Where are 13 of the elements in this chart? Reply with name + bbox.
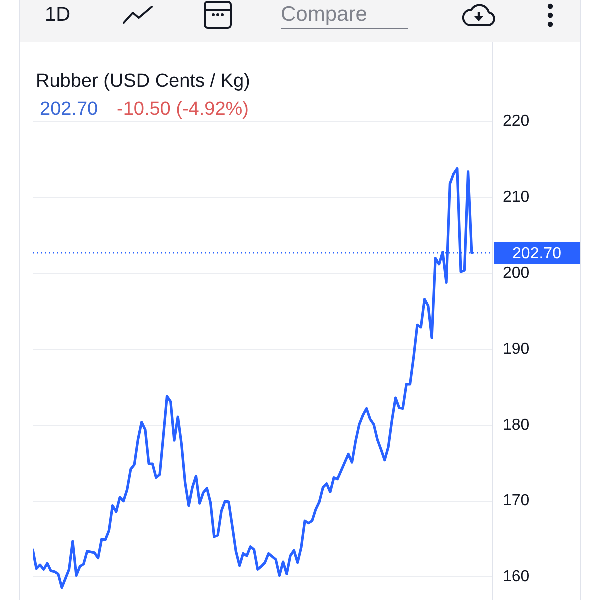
annotation: -10.50 (-4.92%) [117, 99, 250, 121]
text: 1D [45, 3, 71, 27]
y-tick-label: 220 [503, 113, 530, 130]
y-tick-label: 160 [503, 568, 530, 586]
ref-line-label: 202.70 [512, 245, 562, 262]
text-field: Compare [281, 1, 408, 29]
y-tick-label: 200 [503, 264, 530, 282]
text: 202.70 [40, 99, 98, 121]
y-tick-label: 170 [503, 492, 530, 510]
y-tick-label: 210 [503, 189, 530, 206]
y-tick-label: 190 [503, 340, 530, 358]
y-tick-label: 180 [503, 416, 530, 434]
text: Rubber (USD Cents / Kg) [36, 71, 250, 93]
